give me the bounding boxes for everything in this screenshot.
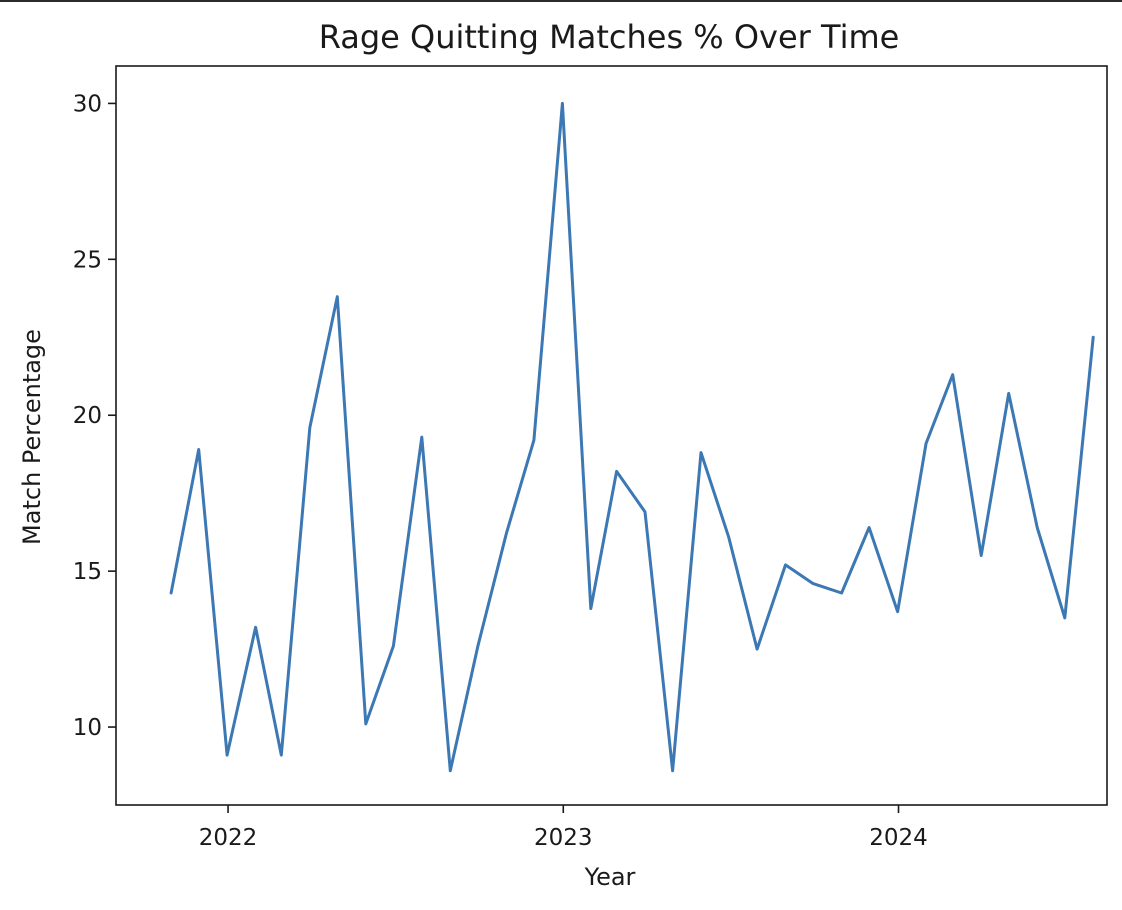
y-tick-label: 30 [73, 91, 102, 117]
x-tick-label: 2023 [534, 825, 593, 851]
y-axis: 10 15 20 25 30 [73, 91, 116, 741]
y-tick-label: 20 [73, 403, 102, 429]
series-line [169, 101, 1095, 773]
x-tick-label: 2022 [199, 825, 258, 851]
y-tick-label: 10 [73, 715, 102, 741]
top-border [0, 0, 1122, 2]
x-axis: 2022 2023 2024 [199, 805, 928, 851]
y-tick-label: 25 [73, 247, 102, 273]
series-layer [169, 101, 1095, 773]
y-tick-label: 15 [73, 559, 102, 585]
y-axis-label: Match Percentage [18, 329, 46, 545]
plot-frame [115, 65, 1108, 806]
x-axis-label: Year [584, 863, 636, 891]
chart-title: Rage Quitting Matches % Over Time [319, 18, 900, 56]
x-tick-label: 2024 [869, 825, 928, 851]
